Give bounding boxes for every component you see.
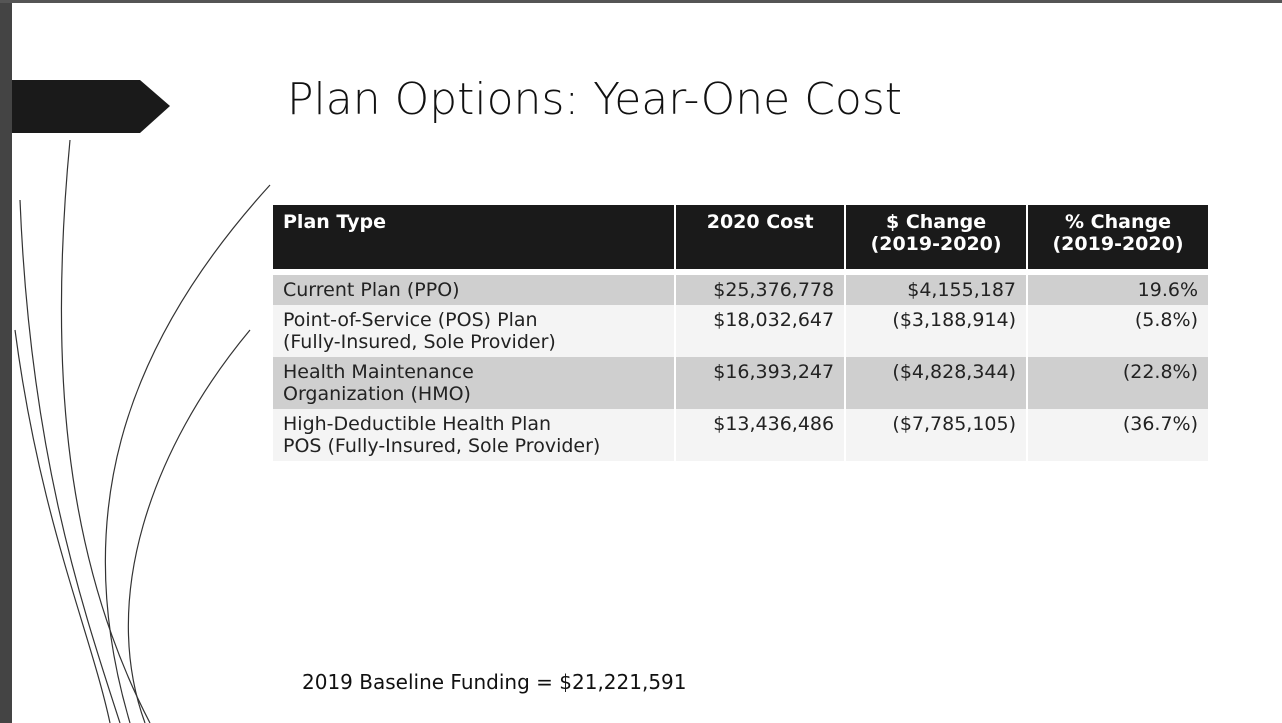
table-cell: (5.8%) [1027, 305, 1210, 357]
cell-line: $18,032,647 [713, 309, 835, 331]
curves [14, 139, 271, 723]
cell-line: (36.7%) [1122, 413, 1198, 435]
slide-title: Plan Options: Year-One Cost [287, 74, 903, 125]
cell-line: 19.6% [1137, 279, 1198, 301]
table-row: Current Plan (PPO) $25,376,778 $4,155,187 1… [273, 275, 1210, 305]
table-cell: (22.8%) [1027, 357, 1210, 409]
header-cell: 2020 Cost [675, 205, 847, 269]
header-cell: Plan Type [273, 205, 677, 269]
spacer [273, 269, 1210, 275]
cost-table: Plan Type 2020 Cost $ Change (2019-2020)% C… [273, 205, 1210, 461]
table-cell: High-Deductible Health Plan POS (Fully-In… [273, 409, 677, 461]
cell-line: $4,155,187 [907, 279, 1017, 301]
table-cell: $16,393,247 [675, 357, 847, 409]
cell-line: Organization (HMO) [283, 383, 471, 405]
table-row: Point-of-Service (POS) Plan (Fully-Insure… [273, 305, 1210, 357]
table-cell: ($7,785,105) [845, 409, 1029, 461]
cell-line: Point-of-Service (POS) Plan [283, 309, 538, 331]
cell-line: $ Change [886, 211, 987, 233]
baseline-note: 2019 Baseline Funding = $21,221,591 [302, 670, 687, 694]
cell-line: High-Deductible Health Plan [283, 413, 552, 435]
cell-line: Current Plan (PPO) [283, 279, 460, 301]
cell-line: POS (Fully-Insured, Sole Provider) [283, 435, 601, 457]
table-cell: 19.6% [1027, 275, 1210, 305]
left-border [0, 0, 12, 723]
cell-line: 2020 Cost [706, 211, 814, 233]
cell-line: Plan Type [283, 211, 386, 233]
cell-line: ($7,785,105) [892, 413, 1017, 435]
table-cell: ($4,828,344) [845, 357, 1029, 409]
cell-line: Health Maintenance [283, 361, 474, 383]
top-border [0, 0, 1282, 3]
cell-line: $13,436,486 [713, 413, 835, 435]
table-cell: $25,376,778 [675, 275, 847, 305]
table-row: High-Deductible Health Plan POS (Fully-In… [273, 409, 1210, 461]
cell-line: ($4,828,344) [892, 361, 1017, 383]
cell-line: $25,376,778 [713, 279, 835, 301]
cell-line: $16,393,247 [713, 361, 835, 383]
table-cell: ($3,188,914) [845, 305, 1029, 357]
cell-line: (2019-2020) [1052, 233, 1184, 255]
cell-line: ($3,188,914) [892, 309, 1017, 331]
spacer-cell [273, 269, 1210, 275]
table-row: Health Maintenance Organization (HMO) $16,… [273, 357, 1210, 409]
cell-line: (5.8%) [1134, 309, 1198, 331]
table-cell: Health Maintenance Organization (HMO) [273, 357, 677, 409]
arrow [12, 80, 170, 133]
table-cell: Point-of-Service (POS) Plan (Fully-Insure… [273, 305, 677, 357]
table-cell: Current Plan (PPO) [273, 275, 677, 305]
table-cell: (36.7%) [1027, 409, 1210, 461]
cell-line: % Change [1065, 211, 1171, 233]
header-cell: $ Change (2019-2020) [845, 205, 1029, 269]
cell-line: (22.8%) [1122, 361, 1198, 383]
cell-line: (2019-2020) [870, 233, 1002, 255]
cell-line: (Fully-Insured, Sole Provider) [283, 331, 556, 353]
table-cell: $4,155,187 [845, 275, 1029, 305]
header-cell: % Change (2019-2020) [1027, 205, 1210, 269]
table-cell: $18,032,647 [675, 305, 847, 357]
table-cell: $13,436,486 [675, 409, 847, 461]
